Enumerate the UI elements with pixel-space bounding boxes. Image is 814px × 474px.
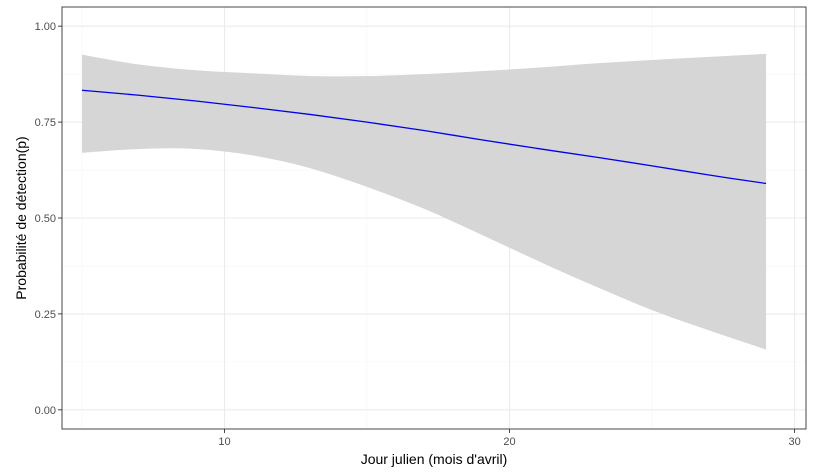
x-tick-label: 10 (218, 436, 230, 448)
y-tick-label: 0.00 (35, 405, 56, 417)
x-tick-label: 20 (503, 436, 515, 448)
y-tick-label: 0.75 (35, 117, 56, 129)
y-tick-label: 1.00 (35, 21, 56, 33)
y-axis-ticks: 0.00 0.25 0.50 0.75 1.00 (35, 21, 62, 417)
x-tick-label: 30 (788, 436, 800, 448)
confidence-band-layer (81, 53, 767, 350)
y-tick-label: 0.50 (35, 213, 56, 225)
confidence-band (81, 53, 767, 350)
y-axis-title: Probabilité de détection(p) (13, 136, 29, 299)
x-axis-ticks: 10 20 30 (218, 429, 801, 448)
fitted-line-layer (81, 89, 767, 185)
fitted-line (81, 89, 767, 185)
x-axis-title: Jour julien (mois d'avril) (361, 451, 508, 467)
y-tick-label: 0.25 (35, 309, 56, 321)
